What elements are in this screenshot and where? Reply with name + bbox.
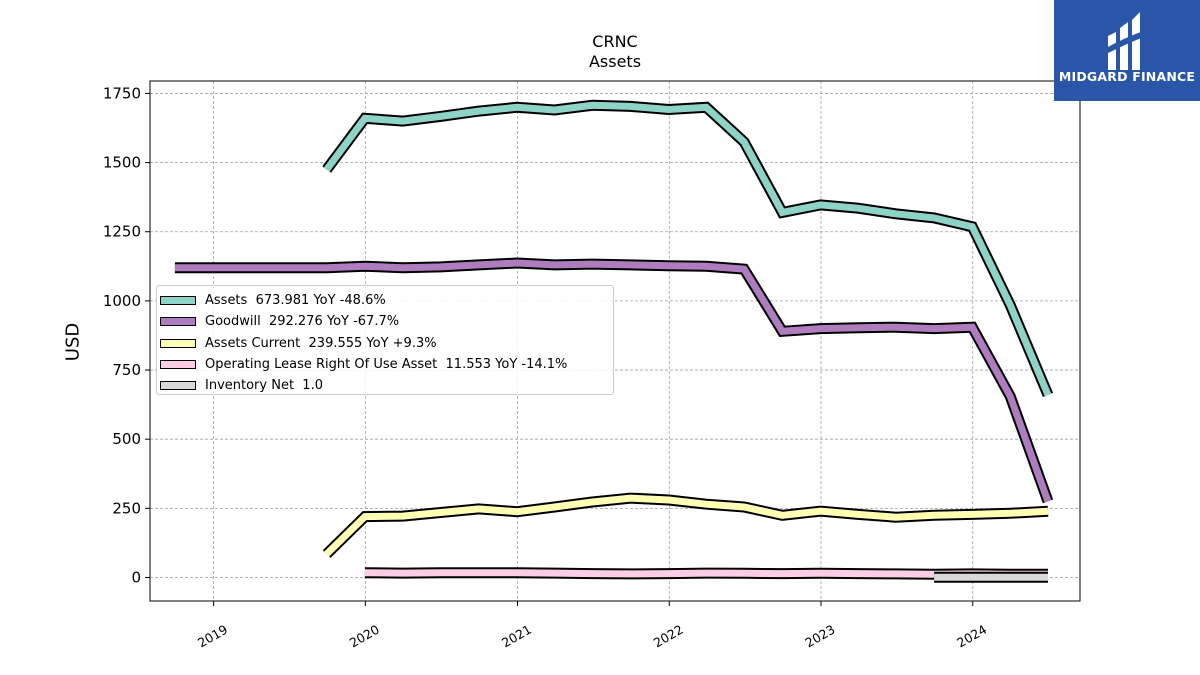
legend-item-goodwill: Goodwill 292.276 YoY -67.7%	[157, 311, 613, 332]
legend-item-operating-lease: Operating Lease Right Of Use Asset 11.55…	[157, 354, 613, 375]
y-axis: 0 250 500 750 1000 1250 1500 1750	[103, 84, 150, 586]
y-tick-label: 500	[112, 430, 141, 448]
y-tick-label: 1500	[103, 154, 141, 172]
legend-item-inventory-net: Inventory Net 1.0	[157, 375, 613, 396]
legend-label-inventory-net: Inventory Net 1.0	[205, 378, 323, 394]
x-tick-label: 2022	[651, 622, 686, 651]
x-tick-label: 2020	[347, 622, 382, 651]
x-axis: 2019 2020 2021 2022 2023 2024	[195, 601, 989, 651]
series-goodwill	[174, 257, 1054, 504]
series-line	[174, 259, 1052, 503]
y-tick-label: 750	[112, 361, 141, 379]
logo-text: MIDGARD FINANCE	[1058, 69, 1196, 84]
legend-swatch-goodwill	[160, 317, 196, 327]
series-assets-current	[322, 492, 1049, 558]
x-tick-label: 2023	[802, 622, 837, 651]
x-tick-label: 2019	[195, 622, 230, 651]
x-tick-label: 2024	[954, 622, 989, 651]
series-layer	[174, 99, 1054, 583]
legend-label-assets: Assets 673.981 YoY -48.6%	[205, 293, 386, 309]
legend-swatch-assets-current	[160, 338, 196, 348]
brand-logo: MIDGARD FINANCE	[1054, 0, 1200, 101]
series-line	[324, 494, 1049, 557]
legend-swatch-operating-lease	[160, 360, 196, 370]
x-tick-label: 2021	[499, 622, 534, 651]
legend-label-assets-current: Assets Current 239.555 YoY +9.3%	[205, 335, 437, 351]
y-tick-label: 250	[112, 499, 141, 517]
y-tick-label: 1000	[103, 292, 141, 310]
legend-label-goodwill: Goodwill 292.276 YoY -67.7%	[205, 314, 400, 330]
legend-label-operating-lease: Operating Lease Right Of Use Asset 11.55…	[205, 357, 568, 373]
plot-frame	[149, 80, 1081, 602]
y-tick-label: 1750	[103, 84, 141, 102]
y-tick-label: 0	[131, 568, 141, 586]
midgard-logo-icon	[1106, 12, 1146, 70]
legend-item-assets-current: Assets Current 239.555 YoY +9.3%	[157, 333, 613, 354]
y-tick-label: 1250	[103, 223, 141, 241]
series-line	[323, 101, 1052, 397]
series-outline	[322, 492, 1049, 558]
legend-swatch-assets	[160, 296, 196, 306]
series-assets	[322, 99, 1054, 398]
legend: Assets 673.981 YoY -48.6% Goodwill 292.2…	[156, 285, 614, 395]
chart-title: CRNC	[592, 32, 638, 51]
legend-swatch-inventory-net	[160, 381, 196, 391]
chart-subtitle: Assets	[588, 52, 642, 71]
legend-item-assets: Assets 673.981 YoY -48.6%	[157, 290, 613, 311]
